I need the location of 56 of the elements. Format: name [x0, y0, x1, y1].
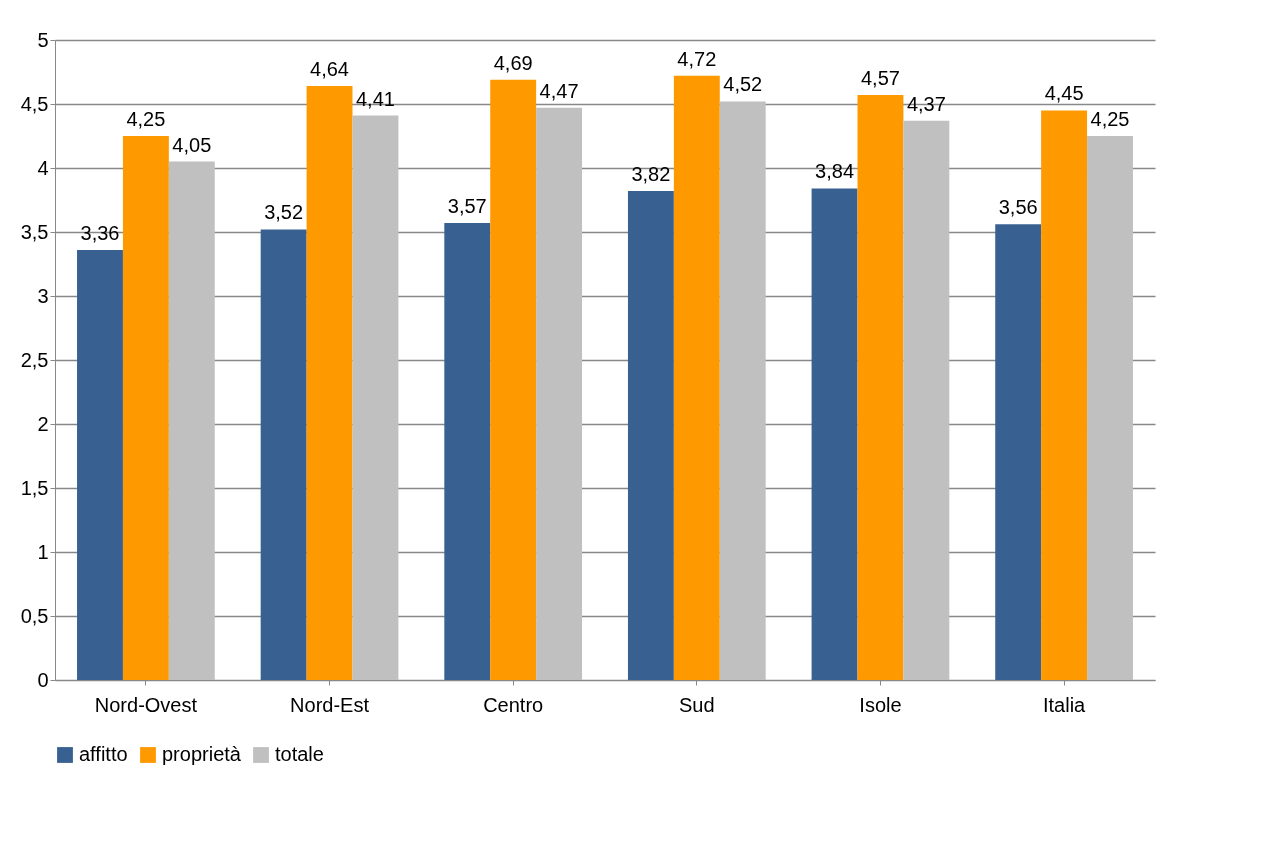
y-tick-label: 2,5 [20, 348, 49, 371]
data-label: 4,69 [493, 51, 533, 74]
x-tick-label: Isole [859, 693, 902, 716]
y-tick-label: 5 [37, 28, 49, 51]
legend-label: totale [275, 743, 324, 765]
x-tick-label: Centro [483, 693, 544, 716]
data-label: 4,52 [723, 73, 763, 96]
data-label: 3,36 [80, 221, 120, 244]
y-tick-label: 4,5 [20, 92, 49, 115]
data-label: 3,82 [631, 163, 671, 186]
bar [260, 229, 307, 680]
bar [811, 188, 858, 680]
data-label: 4,37 [906, 92, 946, 115]
bar [857, 95, 904, 680]
data-label: 4,47 [539, 79, 579, 102]
data-label: 4,05 [172, 133, 212, 156]
data-label: 4,25 [1090, 108, 1130, 130]
x-tick-label: Sud [679, 693, 715, 716]
data-label: 3,57 [447, 195, 487, 218]
bar [490, 79, 537, 680]
bar [536, 107, 583, 680]
bar [306, 86, 353, 680]
x-tick-label: Nord-Ovest [94, 693, 198, 716]
data-label: 3,56 [998, 196, 1038, 219]
y-tick-label: 1 [37, 540, 49, 563]
bar [1087, 136, 1133, 680]
bar [77, 249, 123, 680]
y-tick-label: 0 [37, 668, 49, 691]
bar [673, 75, 720, 680]
data-label: 4,41 [355, 87, 395, 110]
data-label: 4,45 [1044, 82, 1084, 105]
data-label: 3,84 [815, 160, 855, 183]
bar [627, 191, 674, 680]
data-label: 4,72 [677, 47, 717, 70]
bar [168, 161, 215, 680]
bar [352, 115, 399, 680]
y-tick-label: 3,5 [20, 220, 49, 243]
x-tick-label: Nord-Est [290, 693, 370, 716]
y-tick-label: 1,5 [20, 476, 49, 499]
legend-label: proprietà [162, 743, 242, 765]
y-tick-label: 0,5 [20, 604, 49, 627]
y-tick-label: 3 [37, 284, 49, 307]
bar [995, 224, 1042, 680]
x-tick-label: Italia [1042, 693, 1087, 716]
legend-label: affitto [79, 743, 128, 765]
data-label: 4,25 [126, 108, 166, 130]
data-label: 4,57 [860, 67, 900, 90]
data-label: 4,64 [310, 58, 350, 81]
y-tick-label: 4 [37, 156, 49, 179]
data-label: 3,52 [264, 201, 304, 224]
bar [122, 136, 169, 680]
y-tick-label: 2 [37, 412, 49, 435]
bar [719, 101, 766, 680]
bar [903, 120, 950, 680]
bar [1041, 110, 1088, 680]
bar [444, 223, 491, 680]
